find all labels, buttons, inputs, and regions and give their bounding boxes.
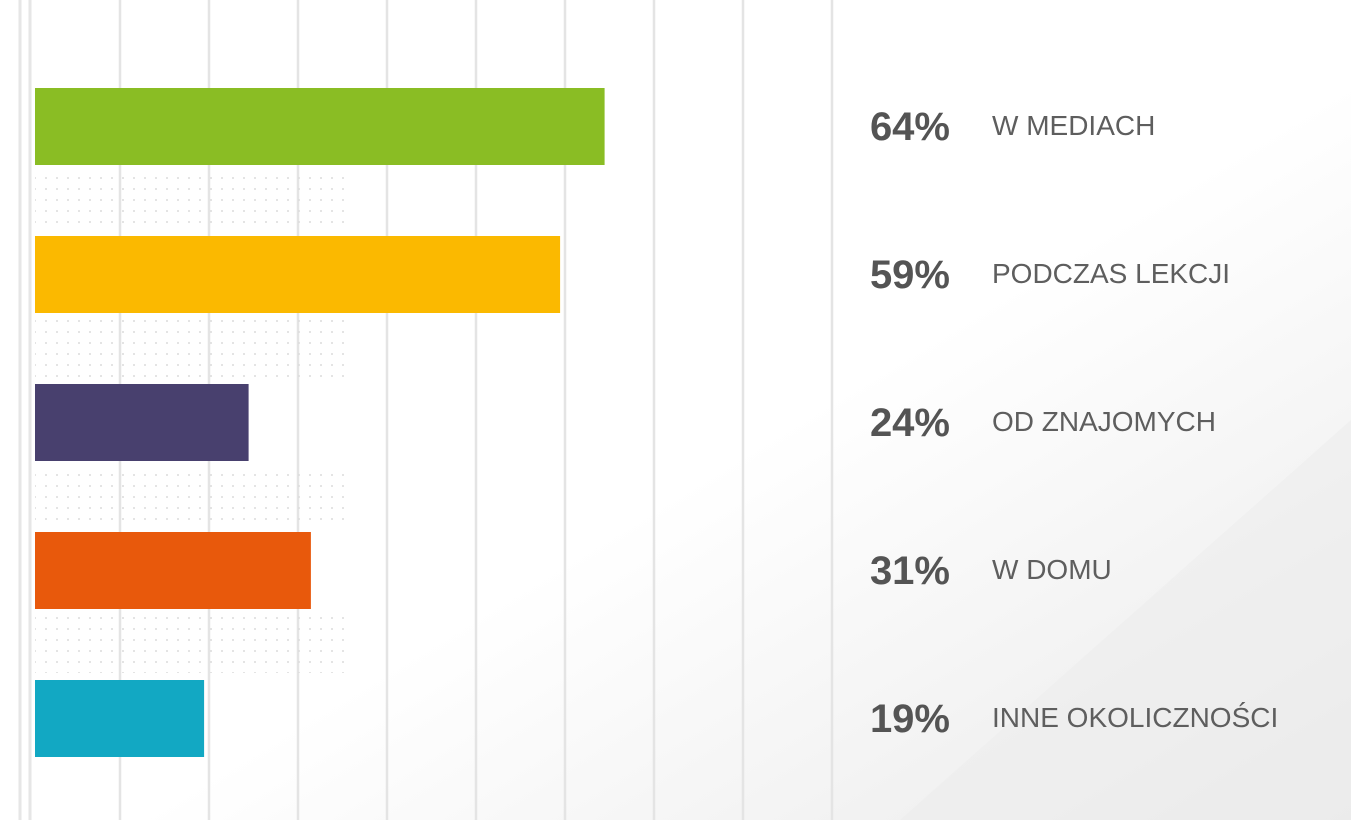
bar xyxy=(35,384,249,461)
dot-pattern xyxy=(35,613,345,673)
dot-pattern xyxy=(35,317,345,377)
background-facet xyxy=(900,420,1351,820)
dot-pattern xyxy=(35,465,345,525)
value-label: 64% xyxy=(870,105,950,149)
bar xyxy=(35,236,561,313)
value-label: 19% xyxy=(870,697,950,741)
bar xyxy=(35,680,205,757)
dot-pattern xyxy=(35,169,345,229)
category-label: OD ZNAJOMYCH xyxy=(992,406,1216,437)
category-label: PODCZAS LEKCJI xyxy=(992,258,1230,289)
bar xyxy=(35,532,311,609)
category-label: INNE OKOLICZNOŚCI xyxy=(992,701,1278,733)
value-label: 59% xyxy=(870,253,950,297)
bars xyxy=(35,88,605,757)
value-label: 24% xyxy=(870,401,950,445)
category-label: W DOMU xyxy=(992,554,1112,585)
category-label: W MEDIACH xyxy=(992,110,1155,141)
bar xyxy=(35,88,605,165)
value-label: 31% xyxy=(870,549,950,593)
